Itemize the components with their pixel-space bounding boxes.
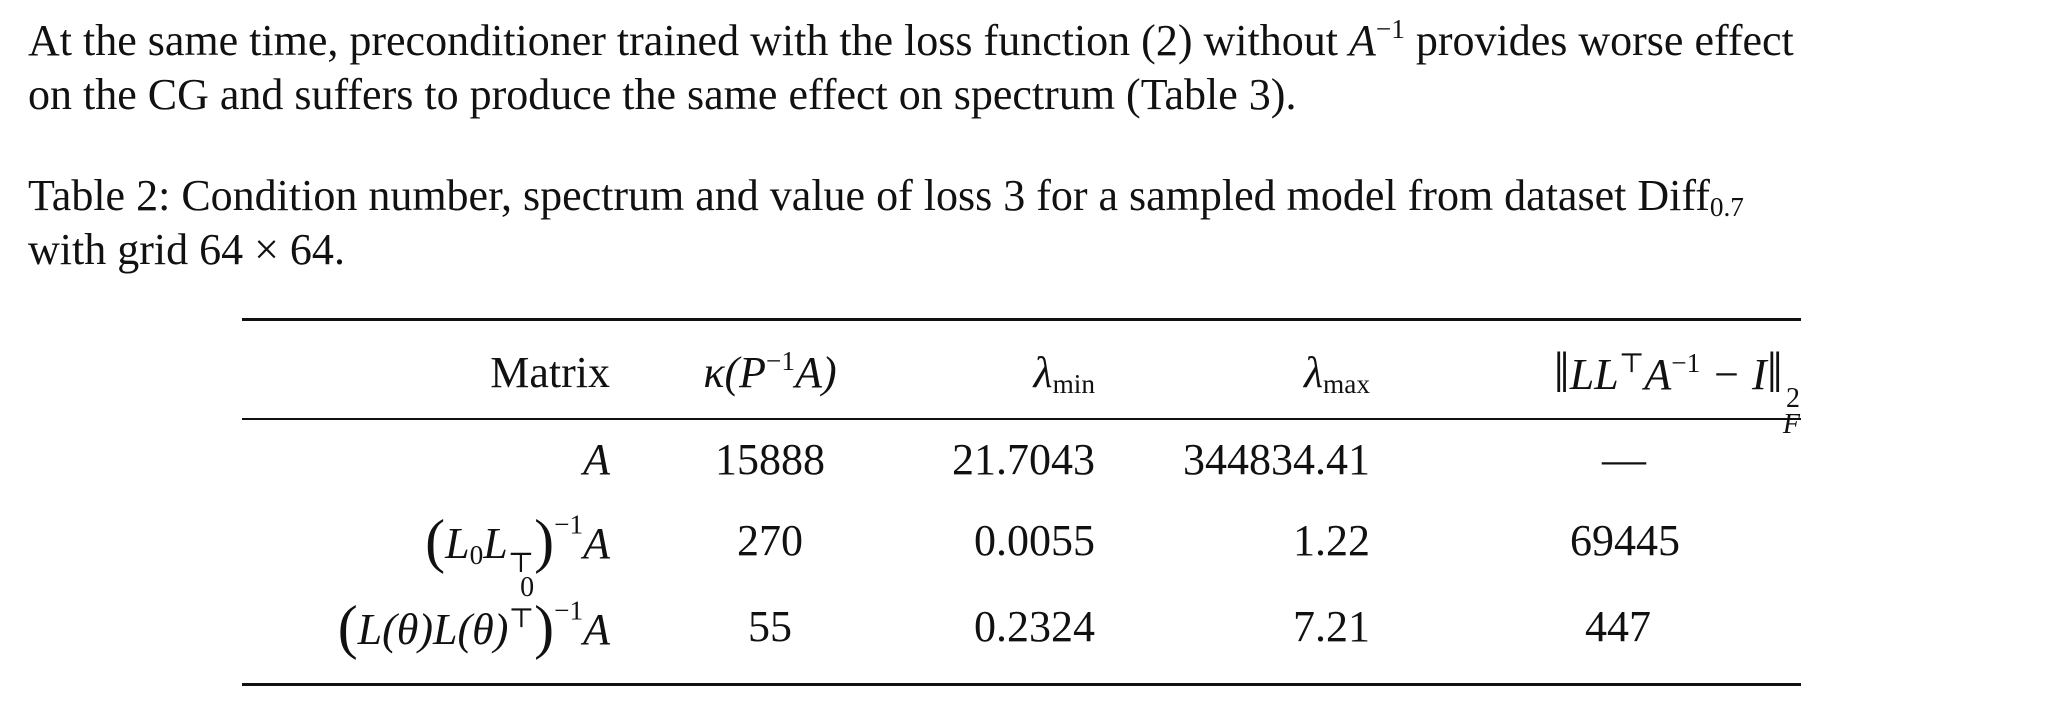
row2-lambda-min: 0.0055 [974,516,1095,565]
header-lambda-min: λmin [905,346,1095,400]
row2-lambda-max: 1.22 [1293,516,1370,565]
table-bottom-rule [242,683,1801,686]
row1-kappa: 15888 [715,435,825,484]
paragraph-line-1: At the same time, preconditioner trained… [28,14,2028,68]
header-lambda-max: λmax [1105,346,1370,400]
header-kappa-tail: A) [795,348,837,397]
table-caption: Table 2: Condition number, spectrum and … [28,169,2028,277]
header-lambda-symbol: λ [1303,348,1324,397]
table-top-rule [242,318,1801,321]
caption-line-2: with grid 64 × 64. [28,223,2028,277]
row3-lambda-min: 0.2324 [974,602,1095,651]
body-paragraph: At the same time, preconditioner trained… [28,14,2028,122]
row2-matrix-exponent: −1 [554,509,584,540]
table-header-rule [242,418,1801,420]
row2-matrix: (L0L ⊤ 0)−1A [240,511,610,603]
math-exponent: −1 [1375,14,1405,45]
row3-matrix-inner: L(θ)L(θ) [357,605,509,654]
header-loss-exponent: −1 [1671,348,1701,379]
row2-loss: 69445 [1570,516,1680,565]
row3-kappa: 55 [748,602,792,651]
caption-subscript: 0.7 [1709,192,1744,222]
math-base: A [1348,16,1376,65]
caption-grid-size: 64 × 64 [199,225,334,274]
paren-right: ) [534,594,555,660]
header-loss-tail: − I [1700,350,1767,399]
paragraph-text: provides worse effect [1404,16,1794,65]
header-matrix: Matrix [490,348,610,397]
row3-loss: 447 [1585,602,1651,651]
row2-matrix-subscript2: 0 [520,572,535,603]
norm-bar-left: ‖ [1553,340,1570,405]
row2-matrix-a: A [583,519,610,568]
row3-lambda-max: 7.21 [1293,602,1370,651]
header-loss: ‖LL⊤A−1 − I‖ 2 F [1420,344,1800,440]
row1-lambda-max: 344834.41 [1183,435,1370,484]
row2-matrix-l: L [445,519,470,568]
row2-matrix-l2: L [483,519,508,568]
row1-loss: — [1420,433,1800,487]
paragraph-text: At the same time, preconditioner trained… [28,16,1349,65]
row1-lambda-min: 21.7043 [952,435,1095,484]
caption-text: with grid [28,225,200,274]
row3-matrix-transpose: ⊤ [508,603,535,634]
row2-scripts: ⊤ 0 [507,548,535,603]
header-loss-a: A [1644,350,1672,399]
row3-matrix-a: A [583,605,610,654]
header-loss-superscript: 2 [1786,383,1800,414]
header-kappa: κ(P [703,348,767,397]
row3-matrix-exponent: −1 [554,595,584,626]
row3-matrix: (L(θ)L(θ)⊤)−1A [240,597,610,657]
paren-left: ( [337,594,358,660]
header-lambda-max-subscript: max [1323,369,1370,399]
loss-dash: — [1602,435,1646,484]
inline-math-a-inverse: A−1 [1348,14,1405,65]
caption-text: . [333,225,345,274]
header-condition-number: κ(P−1A) [635,346,905,400]
header-lambda-min-subscript: min [1052,369,1095,399]
caption-line-1: Table 2: Condition number, spectrum and … [28,169,2028,223]
row1-matrix: A [583,435,610,484]
norm-bar-right: ‖ [1766,340,1783,405]
row2-matrix-transpose: ⊤ [507,548,535,579]
header-loss-transpose: ⊤ [1618,348,1645,379]
row2-kappa: 270 [737,516,803,565]
caption-text: Table 2: Condition number, spectrum and … [28,171,1710,220]
header-lambda-symbol: λ [1033,348,1053,397]
paren-left: ( [425,508,446,574]
row2-matrix-subscript: 0 [469,540,484,570]
header-loss-subscript: F [1782,409,1800,440]
paren-right: ) [534,508,555,574]
paragraph-line-2: on the CG and suffers to produce the sam… [28,70,1297,119]
header-loss-ll: LL [1569,350,1619,399]
header-kappa-exponent: −1 [766,346,796,377]
